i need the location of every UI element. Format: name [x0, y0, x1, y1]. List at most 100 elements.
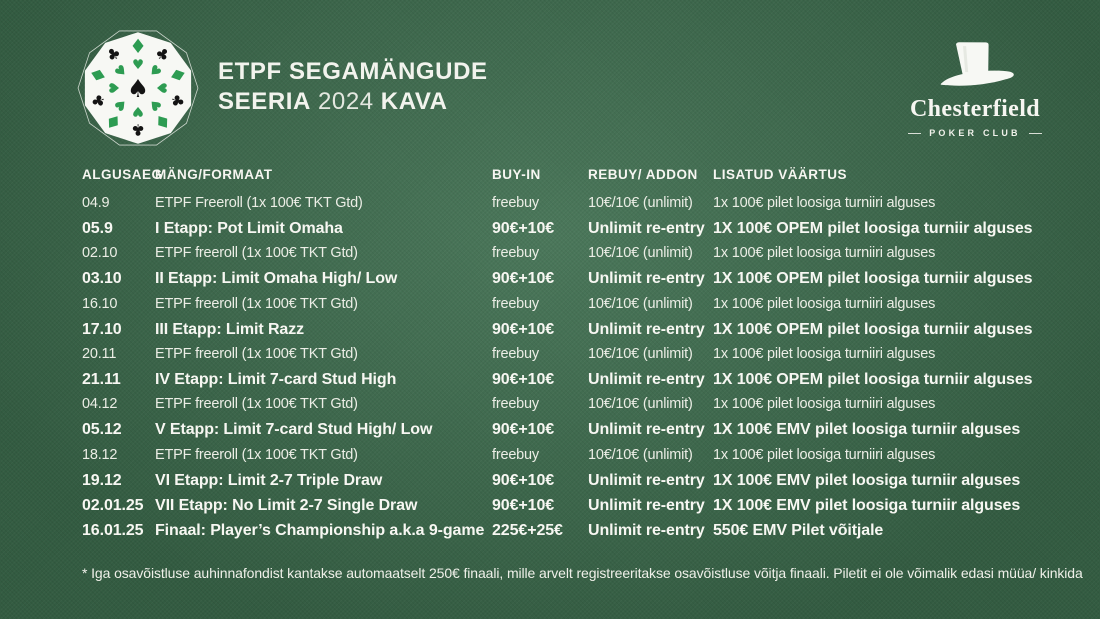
svg-text:♣: ♣: [131, 120, 145, 138]
cell-date: 02.10: [82, 245, 118, 262]
cell-rebuy: Unlimit re-entry: [588, 522, 705, 540]
cell-value: 1x 100€ pilet loosiga turniiri alguses: [713, 345, 936, 362]
tagline-left-rule: [908, 132, 922, 134]
cell-buyin: 90€+10€: [492, 270, 555, 288]
cell-date: 18.12: [82, 446, 118, 463]
cell-value: 1x 100€ pilet loosiga turniiri alguses: [713, 195, 936, 211]
cell-rebuy: 10€/10€ (unlimit): [588, 345, 693, 362]
cell-rebuy: Unlimit re-entry: [588, 270, 705, 288]
cell-value: 1X 100€ OPEM pilet loosiga turniir algus…: [713, 320, 1033, 338]
cell-value: 1X 100€ EMV pilet loosiga turniir alguse…: [713, 471, 1021, 489]
cell-buyin: freebuy: [492, 345, 539, 362]
cell-event: ETPF freeroll (1x 100€ TKT Gtd): [155, 446, 358, 463]
cell-buyin: 90€+10€: [492, 371, 555, 389]
cell-value: 1X 100€ OPEM pilet loosiga turniir algus…: [713, 371, 1033, 389]
cell-date: 19.12: [82, 471, 122, 489]
cell-value: 1x 100€ pilet loosiga turniiri alguses: [713, 245, 936, 262]
title-kava: KAVA: [380, 88, 448, 115]
column-header-buyin: BUY-IN: [492, 167, 541, 182]
cell-value: 1X 100€ OPEM pilet loosiga turniir algus…: [713, 270, 1033, 288]
cell-value: 1x 100€ pilet loosiga turniiri alguses: [713, 446, 936, 463]
cell-event: Finaal: Player’s Championship a.k.a 9-ga…: [155, 522, 485, 540]
svg-text:♦: ♦: [85, 63, 112, 87]
title-year: 2024: [317, 88, 374, 115]
svg-text:♠: ♠: [127, 74, 149, 103]
cell-date: 04.9: [82, 195, 110, 211]
cell-date: 17.10: [82, 320, 122, 338]
cell-value: 1x 100€ pilet loosiga turniiri alguses: [713, 396, 936, 413]
title-line-1: ETPF SEGAMÄNGUDE: [218, 58, 488, 85]
cell-event: II Etapp: Limit Omaha High/ Low: [155, 270, 398, 288]
cell-date: 04.12: [82, 396, 118, 413]
cell-date: 20.11: [82, 345, 117, 362]
top-hat-icon: [940, 42, 1014, 86]
cell-date: 05.12: [82, 421, 122, 439]
cell-rebuy: Unlimit re-entry: [588, 220, 705, 238]
svg-text:♥: ♥: [132, 58, 144, 73]
cell-rebuy: Unlimit re-entry: [588, 421, 705, 439]
title-seeria: SEERIA: [218, 88, 311, 115]
cell-date: 03.10: [82, 270, 122, 288]
cell-value: 1X 100€ EMV pilet loosiga turniir alguse…: [713, 496, 1021, 514]
cell-buyin: 90€+10€: [492, 471, 555, 489]
club-tagline: POKER CLUB: [898, 128, 1052, 138]
cell-value: 1X 100€ OPEM pilet loosiga turniir algus…: [713, 220, 1033, 238]
cell-rebuy: Unlimit re-entry: [588, 471, 705, 489]
club-logo: Chesterfield POKER CLUB: [898, 36, 1052, 138]
card-suits-rosette-icon: ♦ ♣ ♦ ♣ ♦ ♣ ♦ ♣ ♦ ♣ ♥ ♥ ♥ ♥ ♥ ♥ ♥ ♥ ♠: [77, 30, 199, 146]
cell-event: VII Etapp: No Limit 2-7 Single Draw: [155, 496, 418, 514]
svg-text:♥: ♥: [153, 82, 168, 94]
column-header-mang-formaat: MÄNG/FORMAAT: [155, 167, 273, 182]
tagline-right-rule: [1028, 132, 1042, 134]
cell-event: III Etapp: Limit Razz: [155, 320, 305, 338]
cell-rebuy: 10€/10€ (unlimit): [588, 446, 693, 463]
svg-text:♥: ♥: [108, 82, 123, 94]
cell-date: 21.11: [82, 371, 121, 389]
cell-buyin: 225€+25€: [492, 522, 563, 540]
svg-text:♦: ♦: [129, 35, 147, 58]
cell-event: ETPF freeroll (1x 100€ TKT Gtd): [155, 345, 358, 362]
cell-buyin: freebuy: [492, 446, 539, 463]
cell-value: 1X 100€ EMV pilet loosiga turniir alguse…: [713, 421, 1021, 439]
cell-value: 1x 100€ pilet loosiga turniiri alguses: [713, 295, 936, 312]
cell-rebuy: 10€/10€ (unlimit): [588, 245, 693, 262]
schedule-table: ALGUSAEG MÄNG/FORMAAT BUY-IN REBUY/ ADDO…: [82, 167, 1033, 543]
cell-event: I Etapp: Pot Limit Omaha: [155, 220, 343, 238]
cell-rebuy: 10€/10€ (unlimit): [588, 396, 693, 413]
svg-text:♦: ♦: [164, 63, 191, 87]
cell-date: 16.01.25: [82, 522, 144, 540]
cell-buyin: freebuy: [492, 245, 539, 262]
title-line-2: SEERIA 2024 KAVA: [218, 87, 488, 117]
club-name: Chesterfield: [909, 96, 1041, 122]
svg-text:♥: ♥: [132, 103, 144, 118]
cell-event: IV Etapp: Limit 7-card Stud High: [155, 371, 397, 389]
cell-event: ETPF freeroll (1x 100€ TKT Gtd): [155, 295, 358, 312]
cell-event: VI Etapp: Limit 2-7 Triple Draw: [155, 471, 383, 489]
cell-date: 05.9: [82, 220, 113, 238]
cell-date: 02.01.25: [82, 496, 144, 514]
cell-event: ETPF freeroll (1x 100€ TKT Gtd): [155, 396, 358, 413]
cell-buyin: 90€+10€: [492, 421, 555, 439]
cell-buyin: freebuy: [492, 396, 539, 413]
cell-buyin: 90€+10€: [492, 496, 555, 514]
svg-text:♣: ♣: [167, 91, 188, 110]
cell-rebuy: Unlimit re-entry: [588, 320, 705, 338]
svg-text:♣: ♣: [88, 91, 109, 110]
column-header-rebuy-addon: REBUY/ ADDON: [588, 167, 698, 182]
footnote: * Iga osavõistluse auhinnafondist kantak…: [82, 565, 1083, 581]
cell-buyin: 90€+10€: [492, 220, 555, 238]
cell-rebuy: Unlimit re-entry: [588, 496, 705, 514]
cell-buyin: freebuy: [492, 295, 539, 312]
column-header-algusaeg: ALGUSAEG: [82, 167, 163, 182]
cell-event: ETPF Freeroll (1x 100€ TKT Gtd): [155, 195, 363, 211]
column-header-lisatud-vaartus: LISATUD VÄÄRTUS: [713, 167, 847, 182]
cell-buyin: 90€+10€: [492, 320, 555, 338]
cell-rebuy: 10€/10€ (unlimit): [588, 195, 693, 211]
cell-buyin: freebuy: [492, 195, 539, 211]
cell-event: V Etapp: Limit 7-card Stud High/ Low: [155, 421, 433, 439]
cell-date: 16.10: [82, 295, 118, 312]
page-title: ETPF SEGAMÄNGUDE SEERIA 2024 KAVA: [218, 57, 488, 117]
cell-rebuy: 10€/10€ (unlimit): [588, 295, 693, 312]
tagline-text: POKER CLUB: [929, 128, 1021, 138]
